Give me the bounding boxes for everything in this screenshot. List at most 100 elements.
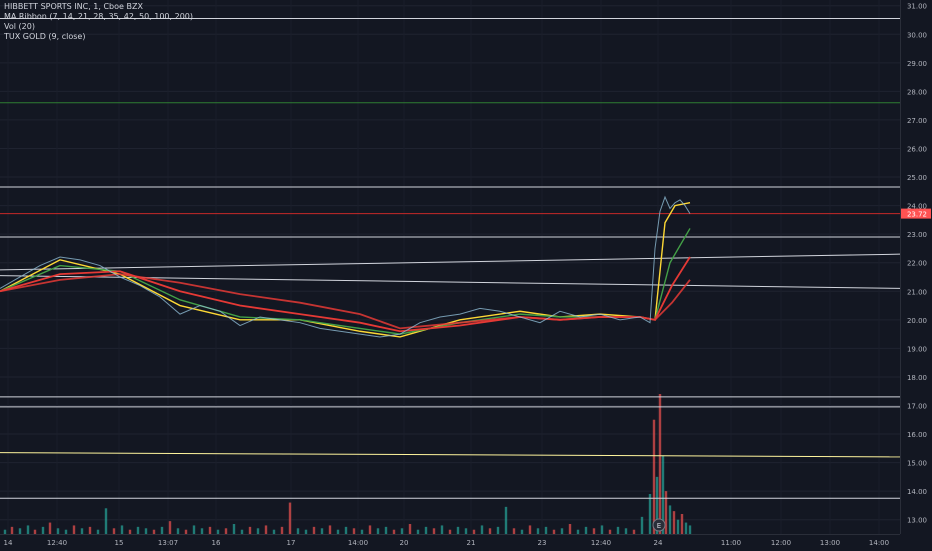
- volume-bar: [392, 529, 396, 534]
- volume-bar: [528, 525, 532, 534]
- price-tick-label: 14.00: [907, 488, 927, 496]
- tux-gold-legend[interactable]: TUX GOLD (9, close): [4, 32, 86, 41]
- volume-bar: [652, 419, 656, 534]
- volume-bar: [344, 526, 348, 534]
- ma-ribbon-legend[interactable]: MA Ribbon (7, 14, 21, 28, 35, 42, 50, 10…: [4, 12, 193, 21]
- price-tick-label: 16.00: [907, 431, 927, 439]
- volume-bar: [680, 514, 684, 534]
- last-price-tag: [901, 208, 931, 219]
- time-axis-panel[interactable]: [0, 534, 900, 551]
- time-tick-label: 21: [467, 539, 476, 547]
- chart-legend: HIBBETT SPORTS INC, 1, Cboe BZX MA Ribbo…: [4, 2, 193, 42]
- volume-bar: [668, 505, 672, 534]
- volume-bar: [504, 506, 508, 534]
- volume-bar: [240, 529, 244, 534]
- price-tick-label: 13.00: [907, 517, 927, 525]
- price-tick-label: 22.00: [907, 260, 927, 268]
- volume-bar: [688, 525, 692, 534]
- earnings-marker-label: E: [657, 522, 661, 530]
- price-tick-label: 20.00: [907, 317, 927, 325]
- volume-bar: [272, 529, 276, 534]
- time-axis: 14 12:40 15 13:07 16 17 14:00 20 21 23 12:40 24 11:0…: [4, 539, 890, 547]
- volume-bar: [41, 526, 45, 534]
- volume-bar: [72, 525, 76, 534]
- volume-bar: [440, 525, 444, 534]
- drawn-lines: [0, 18, 901, 499]
- last-price-label: 23.72: [907, 211, 927, 219]
- volume-bar: [248, 526, 252, 534]
- volume-bar: [684, 522, 688, 534]
- price-tick-label: 17.00: [907, 402, 927, 410]
- volume-bar: [288, 502, 292, 534]
- volume-bar: [192, 525, 196, 534]
- volume-bar: [88, 526, 92, 534]
- price-tick-label: 28.00: [907, 88, 927, 96]
- price-tick-label: 24.00: [907, 203, 927, 211]
- price-tick-label: 26.00: [907, 145, 927, 153]
- volume-bar: [384, 526, 388, 534]
- volume-bar: [512, 528, 516, 534]
- volume-bar: [328, 525, 332, 534]
- volume-bar: [208, 526, 212, 534]
- volume-bar: [26, 525, 30, 534]
- chart-title[interactable]: HIBBETT SPORTS INC, 1, Cboe BZX: [4, 2, 143, 11]
- volume-bar: [544, 526, 548, 534]
- volume-bar: [552, 529, 556, 534]
- time-tick-label: 12:40: [47, 539, 67, 547]
- volume-bar: [33, 529, 37, 534]
- volume-bars: [3, 394, 692, 534]
- volume-bar: [224, 528, 228, 534]
- volume-bar: [312, 526, 316, 534]
- price-line: [0, 195, 691, 338]
- time-tick-label: 15: [115, 539, 124, 547]
- price-axis-panel[interactable]: [900, 0, 932, 534]
- volume-bar: [408, 524, 412, 534]
- volume-bar: [624, 528, 628, 534]
- volume-bar: [360, 529, 364, 534]
- volume-bar: [144, 528, 148, 534]
- time-tick-label: 11:00: [721, 539, 741, 547]
- time-tick-label: 14:00: [869, 539, 889, 547]
- volume-bar: [10, 526, 14, 534]
- trend-line: [0, 253, 901, 271]
- time-tick-label: 13:00: [820, 539, 840, 547]
- volume-bar: [96, 529, 100, 534]
- volume-bar: [520, 529, 524, 534]
- volume-bar: [152, 529, 156, 534]
- volume-bar: [80, 528, 84, 534]
- volume-bar: [368, 525, 372, 534]
- time-tick-label: 12:40: [591, 539, 611, 547]
- volume-bar: [536, 528, 540, 534]
- time-tick-label: 13:07: [158, 539, 178, 547]
- volume-bar: [296, 528, 300, 534]
- volume-bar: [648, 494, 652, 534]
- volume-bar: [56, 528, 60, 534]
- volume-bar: [632, 529, 636, 534]
- volume-bar: [448, 529, 452, 534]
- volume-bar: [264, 525, 268, 534]
- volume-bar: [104, 508, 108, 534]
- time-tick-label: 20: [400, 539, 409, 547]
- price-tick-label: 30.00: [907, 31, 927, 39]
- volume-bar: [112, 528, 116, 534]
- volume-bar: [48, 522, 52, 534]
- volume-bar: [168, 521, 172, 534]
- volume-legend[interactable]: Vol (20): [4, 22, 35, 31]
- volume-bar: [184, 529, 188, 534]
- volume-bar: [560, 528, 564, 534]
- price-tick-label: 29.00: [907, 60, 927, 68]
- price-tick-label: 25.00: [907, 174, 927, 182]
- volume-bar: [400, 528, 404, 534]
- time-tick-label: 14: [4, 539, 13, 547]
- volume-bar: [658, 394, 662, 534]
- volume-bar: [64, 529, 68, 534]
- volume-bar: [320, 528, 324, 534]
- volume-bar: [176, 528, 180, 534]
- volume-bar: [352, 528, 356, 534]
- volume-bar: [488, 528, 492, 534]
- trend-line: [0, 452, 901, 458]
- volume-bar: [3, 529, 7, 534]
- volume-bar: [128, 529, 132, 534]
- time-tick-label: 17: [287, 539, 296, 547]
